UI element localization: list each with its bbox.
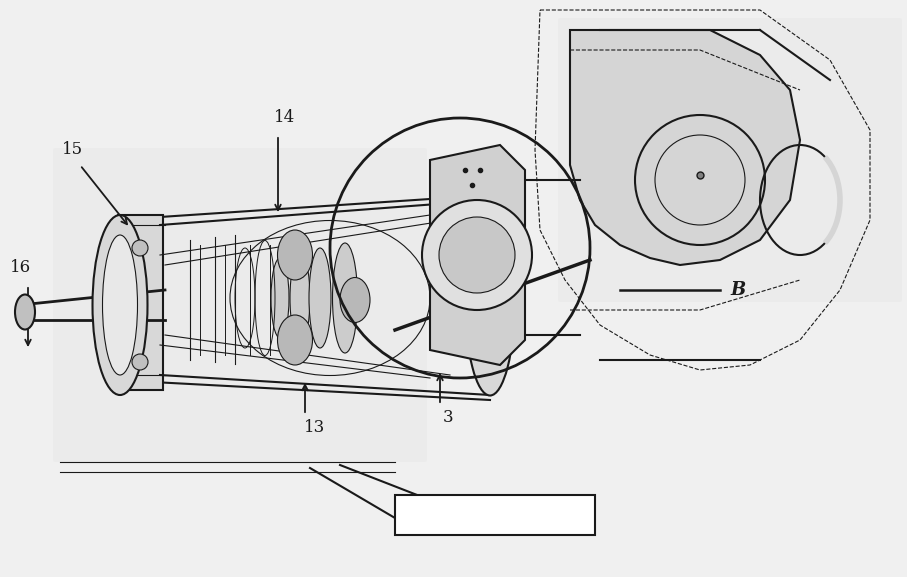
Text: 15: 15 — [62, 141, 83, 159]
Text: 16: 16 — [9, 260, 31, 276]
Ellipse shape — [340, 278, 370, 323]
Ellipse shape — [15, 294, 35, 329]
Polygon shape — [430, 145, 525, 365]
Text: 13: 13 — [305, 419, 326, 436]
Circle shape — [439, 217, 515, 293]
Text: 17: 17 — [483, 506, 506, 524]
Ellipse shape — [290, 253, 310, 343]
FancyBboxPatch shape — [118, 215, 163, 390]
Bar — [395, 495, 595, 535]
Text: 14: 14 — [275, 110, 296, 126]
Text: B: B — [730, 281, 746, 299]
Circle shape — [132, 354, 148, 370]
Circle shape — [132, 240, 148, 256]
Ellipse shape — [271, 258, 289, 338]
Polygon shape — [570, 30, 800, 265]
Ellipse shape — [309, 248, 331, 348]
Ellipse shape — [333, 243, 357, 353]
Text: 3: 3 — [443, 410, 454, 426]
FancyBboxPatch shape — [558, 18, 902, 302]
Ellipse shape — [278, 230, 313, 280]
Circle shape — [422, 200, 532, 310]
Ellipse shape — [93, 215, 148, 395]
FancyBboxPatch shape — [53, 148, 427, 462]
Ellipse shape — [278, 315, 313, 365]
Ellipse shape — [102, 235, 138, 375]
Ellipse shape — [465, 200, 515, 395]
